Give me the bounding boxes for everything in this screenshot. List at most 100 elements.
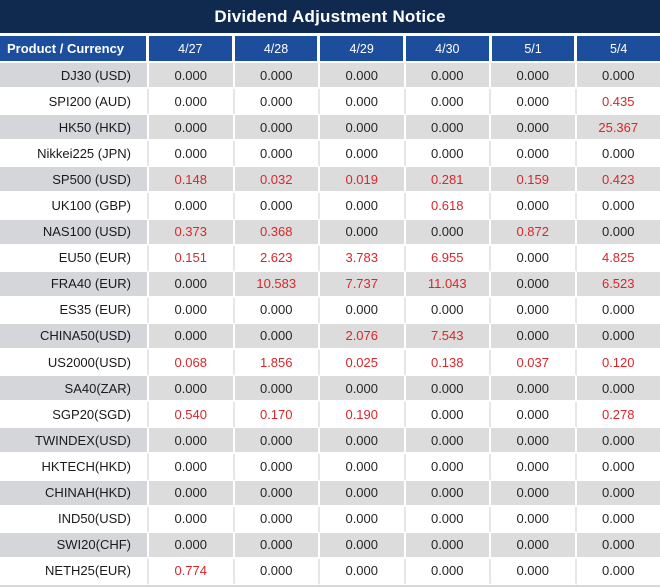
value-cell: 0.000 [234,376,320,403]
product-cell: ES35 (EUR) [0,297,149,324]
value-cell: 0.000 [320,115,406,142]
value-cell: 0.000 [576,480,660,507]
page-title: Dividend Adjustment Notice [0,0,660,36]
table-row-dj30-usd: DJ30 (USD) 0.000 0.000 0.000 0.000 0.000 0.000 [0,63,660,90]
column-header-4-29: 4/29 [320,36,407,63]
value-cell: 0.000 [320,506,406,533]
value-cell: 0.000 [234,297,320,324]
value-cell: 0.000 [405,376,491,403]
product-cell: CHINAH(HKD) [0,480,149,507]
value-cell: 0.000 [576,63,660,90]
table-row-us2000-usd: US2000(USD) 0.068 1.856 0.025 0.138 0.037 0.12… [0,350,660,377]
value-cell: 0.000 [149,89,235,116]
value-cell: 0.000 [320,297,406,324]
value-cell: 10.583 [234,271,320,298]
product-cell: US2000(USD) [0,350,149,377]
value-cell: 0.000 [234,428,320,455]
value-cell: 0.000 [405,454,491,481]
table-row-fra40-eur: FRA40 (EUR) 0.000 10.583 7.737 11.043 0.000 6.… [0,271,660,298]
value-cell: 0.000 [320,532,406,559]
column-header-4-30: 4/30 [406,36,492,63]
product-cell: CHINA50(USD) [0,323,149,351]
value-cell: 0.000 [320,428,406,455]
value-cell: 0.170 [234,402,320,429]
value-cell: 4.825 [576,245,660,272]
value-cell: 0.000 [320,376,406,403]
table-row-swi20-chf: SWI20(CHF) 0.000 0.000 0.000 0.000 0.000 0.000 [0,532,660,559]
value-cell: 0.000 [320,480,406,507]
value-cell: 0.618 [405,193,491,220]
value-cell: 0.872 [491,219,577,246]
product-cell: SWI20(CHF) [0,532,149,559]
value-cell: 0.000 [576,428,660,455]
value-cell: 0.000 [491,89,577,116]
value-cell: 0.000 [491,558,577,585]
value-cell: 0.000 [234,480,320,507]
column-header-4-27: 4/27 [149,36,235,63]
value-cell: 0.000 [149,428,235,455]
value-cell: 0.151 [149,245,235,272]
value-cell: 0.000 [149,115,235,142]
value-cell: 0.000 [491,454,577,481]
value-cell: 0.000 [405,428,491,455]
value-cell: 0.000 [576,219,660,246]
value-cell: 0.032 [234,167,320,194]
value-cell: 0.159 [491,167,577,194]
value-cell: 3.783 [320,245,406,272]
value-cell: 0.000 [491,245,577,272]
table-row-chinah-hkd: CHINAH(HKD) 0.000 0.000 0.000 0.000 0.000 0.00… [0,480,660,507]
table-row-eu50-eur: EU50 (EUR) 0.151 2.623 3.783 6.955 0.000 4.825 [0,245,660,272]
value-cell: 0.368 [234,219,320,246]
value-cell: 0.540 [149,402,235,429]
value-cell: 0.000 [491,271,577,298]
table-row-es35-eur: ES35 (EUR) 0.000 0.000 0.000 0.000 0.000 0.000 [0,297,660,324]
value-cell: 0.281 [405,167,491,194]
value-cell: 0.000 [234,115,320,142]
value-cell: 0.000 [405,141,491,168]
value-cell: 0.000 [576,376,660,403]
table-row-twindex-usd: TWINDEX(USD) 0.000 0.000 0.000 0.000 0.000 0.0… [0,428,660,455]
product-cell: SPI200 (AUD) [0,89,149,116]
value-cell: 0.000 [405,558,491,585]
value-cell: 0.000 [405,63,491,90]
product-cell: NAS100 (USD) [0,219,149,246]
table-header: Product / Currency 4/27 4/28 4/29 4/30 5/1 5/4 [0,36,660,63]
value-cell: 0.000 [576,532,660,559]
value-cell: 0.774 [149,558,235,585]
column-header-4-28: 4/28 [234,36,321,63]
value-cell: 0.138 [405,350,491,377]
value-cell: 2.623 [234,245,320,272]
table-body: DJ30 (USD) 0.000 0.000 0.000 0.000 0.000 0.000… [0,63,660,587]
table-row-neth25-eur: NETH25(EUR) 0.774 0.000 0.000 0.000 0.000 0.00… [0,558,660,585]
value-cell: 25.367 [576,115,660,142]
value-cell: 0.423 [576,167,660,194]
value-cell: 0.000 [405,402,491,429]
value-cell: 0.000 [149,271,235,298]
table-row-china50-usd: CHINA50(USD) 0.000 0.000 2.076 7.543 0.000 0.0… [0,323,660,351]
value-cell: 0.000 [576,297,660,324]
value-cell: 0.000 [491,297,577,324]
value-cell: 0.000 [491,428,577,455]
value-cell: 0.000 [149,376,235,403]
value-cell: 0.000 [320,89,406,116]
value-cell: 0.000 [149,297,235,324]
value-cell: 0.000 [234,141,320,168]
value-cell: 0.000 [491,506,577,533]
value-cell: 0.190 [320,402,406,429]
table-row-sa40-zar: SA40(ZAR) 0.000 0.000 0.000 0.000 0.000 0.000 [0,376,660,403]
value-cell: 0.000 [234,506,320,533]
value-cell: 6.523 [576,271,660,298]
table-row-hk50-hkd: HK50 (HKD) 0.000 0.000 0.000 0.000 0.000 25.36… [0,115,660,142]
product-cell: SP500 (USD) [0,167,149,194]
value-cell: 0.025 [320,350,406,377]
value-cell: 0.000 [491,402,577,429]
value-cell: 0.000 [491,193,577,220]
value-cell: 7.543 [405,323,491,351]
value-cell: 0.000 [149,63,235,90]
value-cell: 0.000 [234,454,320,481]
value-cell: 0.000 [576,454,660,481]
value-cell: 0.000 [149,532,235,559]
product-cell: UK100 (GBP) [0,193,149,220]
product-cell: HKTECH(HKD) [0,454,149,481]
